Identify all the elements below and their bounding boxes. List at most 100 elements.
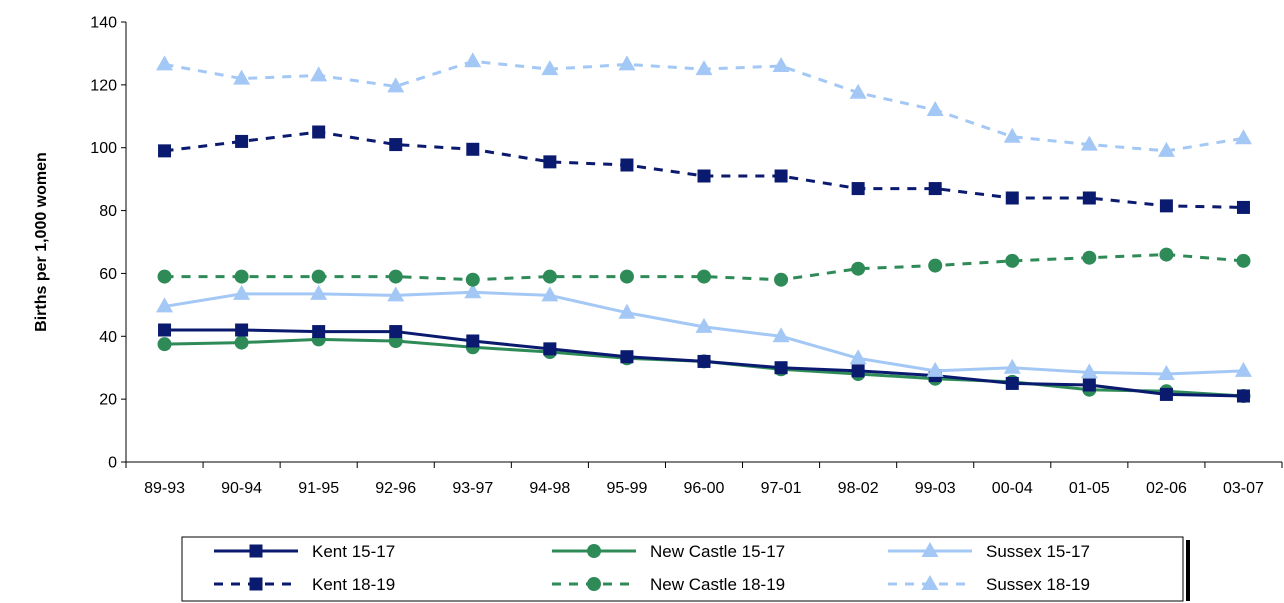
data-point-square — [697, 354, 711, 368]
data-point-triangle — [464, 283, 482, 299]
data-point-triangle — [1234, 129, 1252, 145]
x-ticks: 89-93 90-94 91-95 92-96 93-97 94-98 95-99 96-00… — [125, 462, 1283, 497]
legend-item: New Castle 15-17 — [552, 542, 785, 561]
data-point-triangle — [849, 349, 867, 365]
data-point-square — [312, 325, 326, 339]
y-tick-label: 40 — [99, 329, 117, 346]
series-sussex-18-19 — [156, 52, 1252, 157]
legend-label: New Castle 15-17 — [650, 542, 785, 561]
data-point-circle — [465, 272, 480, 287]
data-point-square — [774, 169, 788, 183]
data-point-square — [1236, 389, 1250, 403]
data-point-triangle — [1080, 135, 1098, 151]
data-point-triangle — [387, 77, 405, 93]
data-point-square — [235, 323, 249, 337]
data-point-triangle — [926, 101, 944, 116]
series-kent-18-19 — [158, 125, 1250, 214]
data-point-square — [1005, 376, 1019, 390]
legend-swatch-marker — [249, 577, 263, 591]
x-tick-label: 03-07 — [1223, 480, 1264, 497]
legend-item: Kent 18-19 — [214, 575, 395, 594]
data-point-circle — [1082, 250, 1097, 265]
data-point-circle — [697, 269, 711, 284]
data-point-triangle — [310, 284, 328, 300]
data-point-square — [389, 325, 403, 339]
data-point-square — [158, 323, 172, 337]
series-sussex-15-17 — [156, 283, 1252, 380]
series-layer — [156, 52, 1252, 403]
data-point-triangle — [772, 57, 790, 72]
data-point-square — [851, 364, 865, 378]
x-tick-label: 92-96 — [375, 480, 416, 497]
data-point-triangle — [156, 297, 174, 313]
data-point-square — [1005, 191, 1019, 205]
data-point-triangle — [310, 66, 328, 82]
x-tick-label: 00-04 — [992, 480, 1033, 497]
series-line — [164, 130, 1244, 209]
data-point-triangle — [1234, 361, 1252, 377]
data-point-square — [697, 169, 711, 183]
legend-item: Sussex 15-17 — [888, 542, 1090, 561]
x-tick-label: 02-06 — [1146, 480, 1187, 497]
legend-swatch-marker — [921, 575, 939, 590]
data-point-square — [1082, 378, 1096, 392]
x-tick-label: 01-05 — [1069, 480, 1110, 497]
data-point-circle — [542, 269, 557, 284]
data-point-square — [543, 342, 557, 356]
x-tick-label: 91-95 — [298, 480, 339, 497]
data-point-triangle — [541, 60, 559, 76]
data-point-square — [235, 134, 249, 148]
y-tick-label: 80 — [99, 203, 117, 220]
data-point-triangle — [464, 52, 482, 68]
x-tick-label: 98-02 — [838, 480, 879, 497]
data-point-square — [543, 155, 557, 169]
y-tick-label: 60 — [99, 266, 117, 283]
data-point-triangle — [1157, 141, 1175, 157]
legend: Kent 15-17 New Castle 15-17 Sussex 15-17 Ke… — [181, 536, 1190, 602]
legend-label: Kent 18-19 — [312, 575, 395, 594]
x-tick-label: 93-97 — [452, 480, 493, 497]
legend-item: Sussex 18-19 — [888, 575, 1090, 594]
data-point-triangle — [1080, 363, 1098, 379]
data-point-circle — [234, 335, 249, 350]
legend-label: Sussex 15-17 — [986, 542, 1090, 561]
legend-item: New Castle 18-19 — [552, 575, 785, 594]
x-tick-label: 95-99 — [606, 480, 647, 497]
data-point-square — [158, 144, 172, 158]
data-point-square — [466, 142, 480, 156]
data-point-square — [1159, 199, 1173, 213]
x-tick-label: 96-00 — [684, 480, 725, 497]
data-point-square — [851, 182, 865, 196]
data-point-square — [1159, 387, 1173, 401]
data-point-square — [1082, 191, 1096, 205]
y-tick-label: 20 — [99, 392, 117, 409]
data-point-triangle — [926, 361, 944, 377]
legend-frame — [181, 536, 1184, 602]
data-point-square — [389, 138, 403, 152]
data-point-triangle — [618, 55, 636, 71]
series-new-castle-18-19 — [157, 247, 1251, 287]
data-point-circle — [157, 269, 172, 284]
data-point-triangle — [772, 327, 790, 343]
data-point-circle — [388, 269, 403, 284]
data-point-circle — [311, 269, 326, 284]
data-point-triangle — [1003, 127, 1021, 143]
data-point-triangle — [695, 317, 713, 333]
legend-label: Kent 15-17 — [312, 542, 395, 561]
series-kent-15-17 — [158, 323, 1250, 403]
y-tick-label: 100 — [90, 140, 117, 157]
legend-swatch-marker — [921, 542, 939, 557]
data-point-circle — [619, 269, 634, 284]
data-point-circle — [928, 258, 943, 273]
x-tick-label: 97-01 — [761, 480, 802, 497]
x-tick-label: 94-98 — [529, 480, 570, 497]
data-point-square — [928, 182, 942, 196]
data-point-triangle — [618, 303, 636, 319]
data-point-circle — [157, 337, 172, 352]
legend-item: Kent 15-17 — [214, 542, 395, 561]
x-tick-label: 90-94 — [221, 480, 262, 497]
legend-swatch-marker — [249, 544, 263, 558]
data-point-triangle — [1003, 358, 1021, 374]
data-point-triangle — [233, 69, 251, 85]
x-tick-label: 99-03 — [915, 480, 956, 497]
